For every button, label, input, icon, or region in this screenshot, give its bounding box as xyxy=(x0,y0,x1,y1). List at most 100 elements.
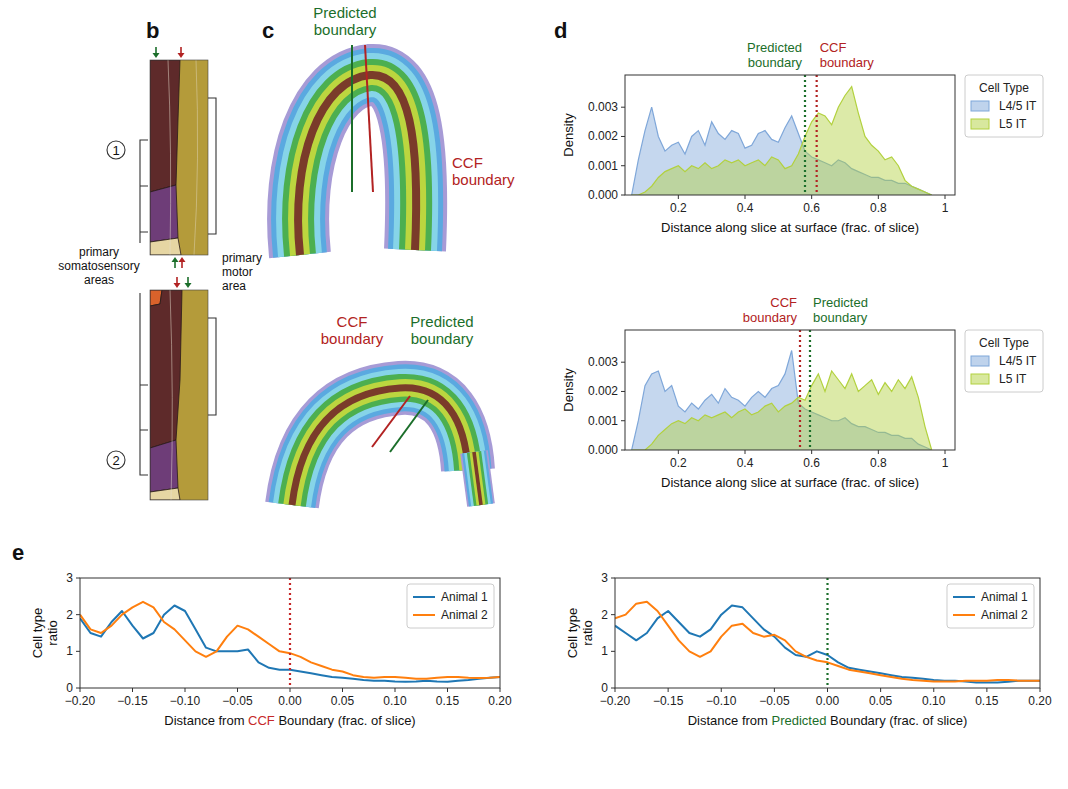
legend-swatch xyxy=(953,614,975,616)
x-tick-label: 0.2 xyxy=(670,201,687,215)
boundary-line xyxy=(804,75,806,195)
x-tick xyxy=(615,688,616,692)
x-axis-title-part: Boundary (frac. of slice) xyxy=(826,713,967,728)
y-tick-label: 1 xyxy=(601,644,608,658)
legend-title: Cell Type xyxy=(979,336,1029,350)
map-frame xyxy=(150,290,208,500)
arrow-stem xyxy=(181,261,183,268)
y-tick-label: 0.002 xyxy=(588,384,618,398)
y-tick xyxy=(76,651,80,652)
cortex-band xyxy=(298,75,416,255)
x-tick xyxy=(945,450,946,454)
plot-background xyxy=(625,330,955,450)
x-tick xyxy=(745,195,746,199)
arrow-stem xyxy=(155,47,157,54)
text-line: motor xyxy=(222,265,253,279)
boundary-line xyxy=(289,578,291,688)
x-tick-label: 0.20 xyxy=(1028,694,1052,708)
x-axis-title-part: Distance from xyxy=(688,713,772,728)
legend-title: Cell Type xyxy=(979,81,1029,95)
legend-box xyxy=(407,584,494,628)
y-tick xyxy=(621,107,625,108)
x-axis-title: Distance from CCF Boundary (frac. of sli… xyxy=(164,713,415,728)
plot-frame xyxy=(615,578,1040,688)
boundary-label: Predictedboundary xyxy=(313,4,376,38)
legend-box xyxy=(947,584,1034,628)
legend-label: L5 IT xyxy=(999,117,1027,131)
x-tick xyxy=(878,450,879,454)
y-tick-label: 0.003 xyxy=(588,100,618,114)
plot-background xyxy=(625,75,955,195)
x-tick-label: −0.10 xyxy=(170,694,201,708)
legend-swatch xyxy=(953,596,975,598)
area-label: primarysomatosensoryareas xyxy=(58,245,139,287)
y-tick-label: 0.002 xyxy=(588,129,618,143)
x-tick xyxy=(745,450,746,454)
boundary-line xyxy=(390,400,428,452)
boundary-line xyxy=(809,330,811,450)
arrow-stem xyxy=(176,277,178,284)
x-tick xyxy=(880,688,881,692)
somatosensory-area xyxy=(150,440,178,492)
bracket xyxy=(208,98,216,234)
arrow-stem xyxy=(174,261,176,268)
text-line: CCF xyxy=(452,154,483,171)
legend-swatch xyxy=(971,374,989,384)
y-axis-title-line: Density xyxy=(561,368,576,412)
boundary-label: Predictedboundary xyxy=(410,313,473,347)
x-tick xyxy=(678,450,679,454)
x-axis-title: Distance from Predicted Boundary (frac. … xyxy=(688,713,968,728)
slice-number-ring xyxy=(107,451,125,469)
x-axis-title-part: Distance from xyxy=(164,713,248,728)
y-tick xyxy=(76,614,80,615)
bracket xyxy=(208,318,216,415)
x-axis-title-part: CCF xyxy=(248,713,275,728)
cortex-band xyxy=(474,452,481,505)
x-tick-label: 0.10 xyxy=(922,694,946,708)
x-tick-label: 0.2 xyxy=(670,456,687,470)
y-tick xyxy=(611,614,615,615)
cortex-band xyxy=(292,388,468,505)
map-frame xyxy=(150,60,208,255)
map-line xyxy=(194,60,198,255)
text-line: boundary xyxy=(314,21,377,38)
y-axis-title: Cell typeratio xyxy=(30,608,60,659)
x-tick xyxy=(1040,688,1041,692)
legend-label: L4/5 IT xyxy=(999,99,1037,113)
legend: Animal 1 Animal 2 xyxy=(407,584,494,628)
panel-letter: b xyxy=(146,18,159,43)
slice-number: 1 xyxy=(112,143,119,158)
chart: 0.20.40.60.810.0000.0010.0020.003CCFboun… xyxy=(561,295,1043,490)
boundary-line xyxy=(372,396,410,447)
x-tick-label: −0.05 xyxy=(222,694,253,708)
boundary-line xyxy=(351,45,353,192)
y-axis-title: Density xyxy=(561,113,576,157)
motor-area xyxy=(150,60,208,255)
y-tick xyxy=(621,450,625,451)
y-tick-label: 2 xyxy=(601,608,608,622)
x-tick xyxy=(827,688,828,692)
y-axis-title: Cell typeratio xyxy=(565,608,595,659)
text-line: CCF xyxy=(770,295,797,310)
text-line: boundary xyxy=(411,330,474,347)
text-line: boundary xyxy=(452,171,515,188)
plot-background xyxy=(80,578,500,688)
boundary-label: CCFboundary xyxy=(820,40,875,70)
x-tick-label: 0.10 xyxy=(383,694,407,708)
legend-label: Animal 1 xyxy=(441,590,488,604)
x-tick-label: 1 xyxy=(942,456,949,470)
x-tick-label: 0.00 xyxy=(278,694,302,708)
cortex-band xyxy=(474,452,481,505)
cortex-band xyxy=(298,75,416,255)
x-tick-label: 0.4 xyxy=(737,201,754,215)
legend-label: Animal 2 xyxy=(441,608,488,622)
text-line: areas xyxy=(84,273,114,287)
density-line xyxy=(632,350,932,450)
legend: Cell Type L4/5 IT L5 IT xyxy=(965,75,1043,137)
plot-data xyxy=(80,578,500,688)
y-tick-label: 0 xyxy=(66,681,73,695)
plot-data xyxy=(632,330,932,450)
plot-frame xyxy=(625,75,955,195)
area-fill xyxy=(632,371,932,450)
arrow-head xyxy=(174,283,181,288)
